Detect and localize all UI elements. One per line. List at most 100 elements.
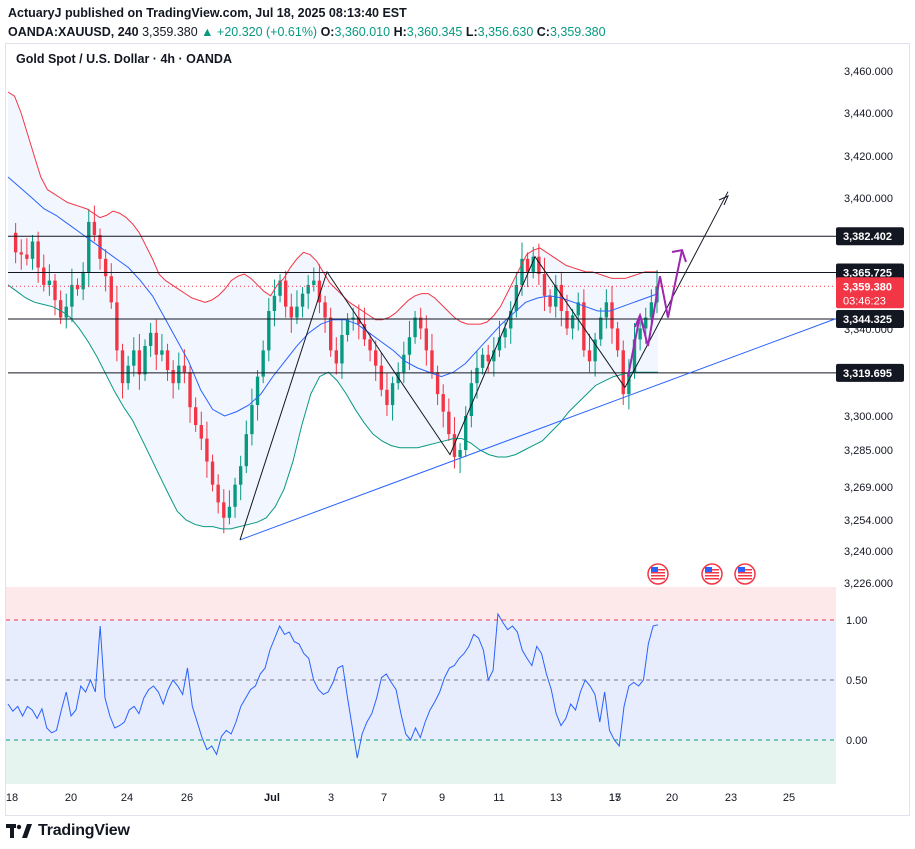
flag-stripe [651,578,665,580]
close-value: 3,359.380 [549,25,606,39]
time-tick-label: Jul [264,792,280,804]
oscillator-overbought-band [6,587,836,620]
candle-body [103,258,108,277]
level-tag-label-3: 3,319.695 [843,368,892,380]
oscillator-line [7,612,659,759]
current-price-tag-bg [836,277,904,309]
horizontal-levels[interactable]: 3,382.402 3,365.725 3,344.325 3,319.695 3,35… [8,227,904,382]
chart-frame[interactable] [5,43,910,816]
candle-body [216,484,220,503]
candle-body [165,350,170,371]
price-tick-label: 3,240.000 [844,546,893,558]
level-tag-label-2: 3,344.325 [843,314,892,326]
candle-body [340,335,344,364]
candle-body [374,350,378,366]
time-tick-label: 9 [439,792,445,804]
bollinger-fill [8,92,658,529]
candle-body [210,461,215,485]
candle-body [154,332,158,355]
candle-body [300,293,305,307]
flag-stripe [651,572,665,574]
candle-body [570,315,575,329]
candle-body [435,372,440,395]
candle-body [345,319,350,336]
time-tick-label: 20 [65,792,77,804]
candle-body [47,280,52,285]
oscillator-tick-label: 0.00 [846,735,867,747]
candle-body [70,284,74,307]
candle-body [126,365,130,384]
flag-stripe [705,575,719,577]
time-tick-label: 26 [181,792,193,804]
candle-body [115,302,119,351]
candle-body [525,258,530,272]
candle-body [233,484,237,507]
candle-body [469,383,474,416]
drawings[interactable] [239,191,837,541]
time-tick-label: 23 [725,792,737,804]
candle-body [402,354,406,373]
candle-body [19,252,23,255]
countdown-label: 03:46:23 [843,295,886,307]
symbol-label[interactable]: OANDA:XAUUSD, 240 [8,25,139,39]
candle-body [632,339,637,373]
price-tick-label: 3,440.000 [844,108,893,120]
candle-body [582,302,586,351]
flag-canton [738,567,745,572]
candle-body [593,339,597,362]
candle-body [120,350,125,384]
bollinger-basis-line [7,176,659,417]
flag-stripe [651,575,665,577]
economic-events[interactable] [647,563,756,585]
flag-canton [651,567,658,572]
candle-body [312,280,316,285]
price-tick-label: 3,269.000 [844,482,893,494]
candle-body [576,302,580,316]
candle-body [542,274,547,296]
level-tag-bg-3 [836,363,904,382]
candle-body [328,317,333,351]
flag-canton [705,567,712,572]
candle-body [413,317,417,338]
candle-body [610,302,614,329]
price-axis[interactable]: 3,460.000 3,440.000 3,420.000 3,400.000 3,30… [844,66,893,747]
flag-stripe [705,578,719,580]
candle-body [182,365,187,373]
high-label: H: [393,25,407,39]
candle-body [599,317,603,340]
time-tick-label: 13 [550,792,562,804]
candle-body [199,425,203,439]
candles[interactable] [13,205,659,534]
candle-body [548,295,552,307]
low-label: L: [465,25,478,39]
candle-body [171,370,175,384]
oscillator-oversold-band [6,740,836,784]
candle-body [464,416,468,450]
candle-body [385,389,389,406]
us-event-flag-icon[interactable] [734,563,756,585]
symbol-ohlc-line: OANDA:XAUUSD, 240 3,359.380 ▲ +20.320 (+… [8,23,908,42]
flag-stripe [738,578,752,580]
candle-body [627,372,631,395]
candle-body [492,350,496,362]
candle-body [13,232,18,253]
us-event-flag-icon[interactable] [647,563,669,585]
open-value: 3,360.010 [334,25,391,39]
candle-body [53,280,57,301]
candle-body [42,267,46,285]
level-tag-bg-2 [836,310,904,328]
price-tick-label: 3,226.000 [844,578,893,590]
candle-body [317,280,322,303]
candle-body [188,372,192,408]
candle-body [255,376,260,406]
us-event-flag-icon[interactable] [701,563,723,585]
tradingview-logo: TradingView [6,820,130,842]
candle-body [143,345,147,375]
candle-body [486,354,490,362]
time-tick-label: 18 [6,792,18,804]
candle-body [419,317,423,329]
open-label: O: [320,25,335,39]
candle-body [306,284,310,294]
